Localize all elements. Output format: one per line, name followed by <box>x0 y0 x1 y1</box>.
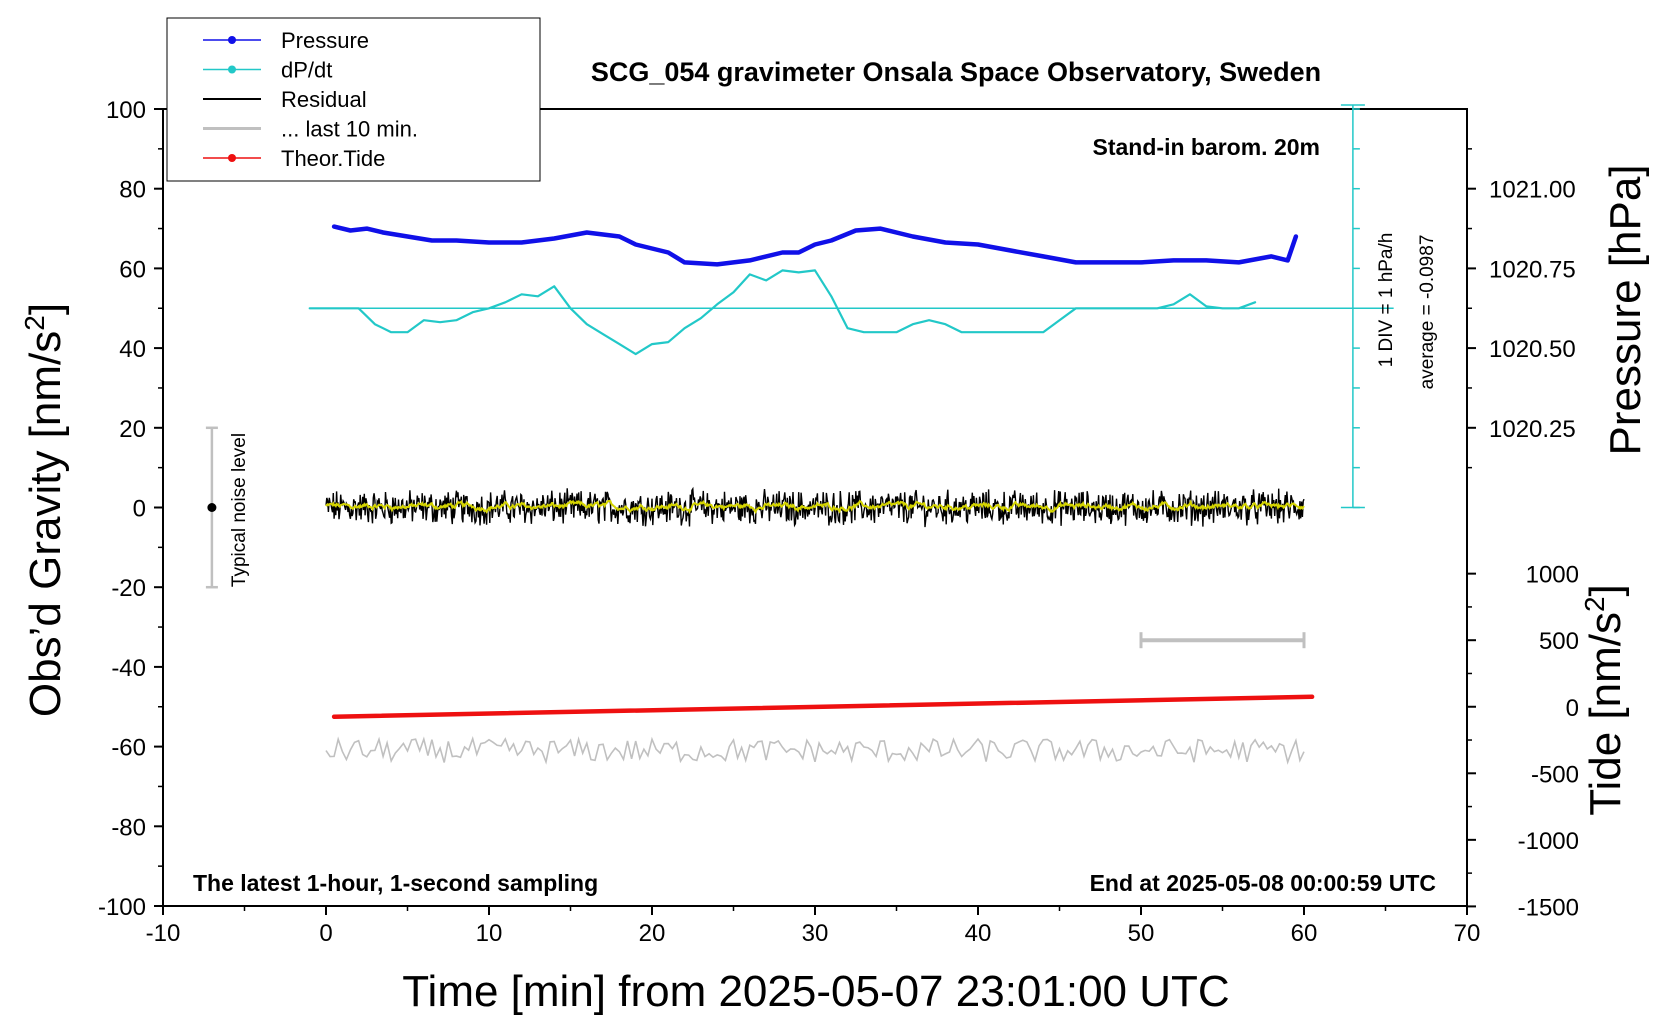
y-axis-label-pressure: Pressure [hPa] <box>1601 164 1650 455</box>
y-axis-label-left: Obs’d Gravity [nm/s2] <box>19 303 70 717</box>
y-axis-left: 100 80 60 40 20 0 -20 -40 -60 -80 -100 <box>98 97 163 921</box>
barometer-note: Stand-in barom. 20m <box>1093 134 1320 160</box>
y-tick-label: 60 <box>119 256 146 283</box>
pressure-tick-label: 1020.25 <box>1489 416 1576 443</box>
y-tick-label: -20 <box>111 575 146 602</box>
x-tick-label: 30 <box>802 920 829 947</box>
x-tick-label: 50 <box>1128 920 1155 947</box>
y-tick-label: 100 <box>106 97 146 124</box>
tide-series <box>331 694 1315 719</box>
y-axis-right-pressure: 1021.00 1020.75 1020.50 1020.25 <box>1467 148 1576 469</box>
y-tick-label: 20 <box>119 416 146 443</box>
pressure-tick-label: 1020.75 <box>1489 256 1576 283</box>
y-tick-label: 0 <box>133 496 146 523</box>
legend-entry: dP/dt <box>281 58 332 83</box>
x-axis-label: Time [min] from 2025-05-07 23:01:00 UTC <box>402 967 1229 1016</box>
legend-marker <box>228 65 236 74</box>
sampling-note: The latest 1-hour, 1-second sampling <box>193 870 598 896</box>
legend-marker <box>228 154 236 162</box>
noise-dot <box>207 503 217 512</box>
last10-series <box>325 735 1305 765</box>
dpdt-series <box>308 269 1257 356</box>
noise-label: Typical noise level <box>229 433 250 587</box>
tide-tick-label: -1000 <box>1518 828 1579 855</box>
tide-tick-label: 1000 <box>1526 562 1579 589</box>
y-axis-right-tide: 1000 500 0 -500 -1000 -1500 <box>1467 562 1579 921</box>
x-tick-label: 10 <box>476 920 503 947</box>
x-tick-label: 0 <box>319 920 332 947</box>
y-tick-label: -100 <box>98 894 146 921</box>
legend-entry: ... last 10 min. <box>281 117 418 142</box>
legend-marker <box>228 36 236 44</box>
y-axis-label-tide: Tide [nm/s2] <box>1579 584 1630 816</box>
y-tick-label: -80 <box>111 814 146 841</box>
tide-tick-label: -500 <box>1531 761 1579 788</box>
div-label: 1 DIV = 1 hPa/h <box>1376 233 1397 368</box>
tide-tick-label: 500 <box>1539 628 1579 655</box>
tide-tick-label: 0 <box>1566 695 1579 722</box>
end-time-note: End at 2025-05-08 00:00:59 UTC <box>1090 870 1436 896</box>
x-tick-label: 40 <box>965 920 992 947</box>
average-label: average = -0.0987 <box>1417 235 1438 390</box>
series-layer <box>205 104 1394 765</box>
y-tick-label: -60 <box>111 735 146 762</box>
legend-entry: Theor.Tide <box>281 146 385 171</box>
pressure-tick-label: 1021.00 <box>1489 177 1576 204</box>
x-tick-label: 70 <box>1454 920 1481 947</box>
x-tick-label: 20 <box>639 920 666 947</box>
legend-entry: Pressure <box>281 28 369 53</box>
y-tick-label: 40 <box>119 336 146 363</box>
y-tick-label: 80 <box>119 177 146 204</box>
pressure-tick-label: 1020.50 <box>1489 336 1576 363</box>
y-tick-label: -40 <box>111 655 146 682</box>
legend-entry: Residual <box>281 87 367 112</box>
residual-series <box>325 486 1305 528</box>
x-tick-label: -10 <box>146 920 181 947</box>
x-axis: -10 0 10 20 30 40 50 60 70 <box>146 906 1481 947</box>
tide-tick-label: -1500 <box>1518 894 1579 921</box>
x-tick-label: 60 <box>1291 920 1318 947</box>
legend: Pressure dP/dt Residual ... last 10 min. The… <box>166 17 541 182</box>
residual-smooth-series <box>325 499 1305 515</box>
chart-title: SCG_054 gravimeter Onsala Space Observat… <box>591 57 1321 87</box>
pressure-series <box>331 224 1299 267</box>
